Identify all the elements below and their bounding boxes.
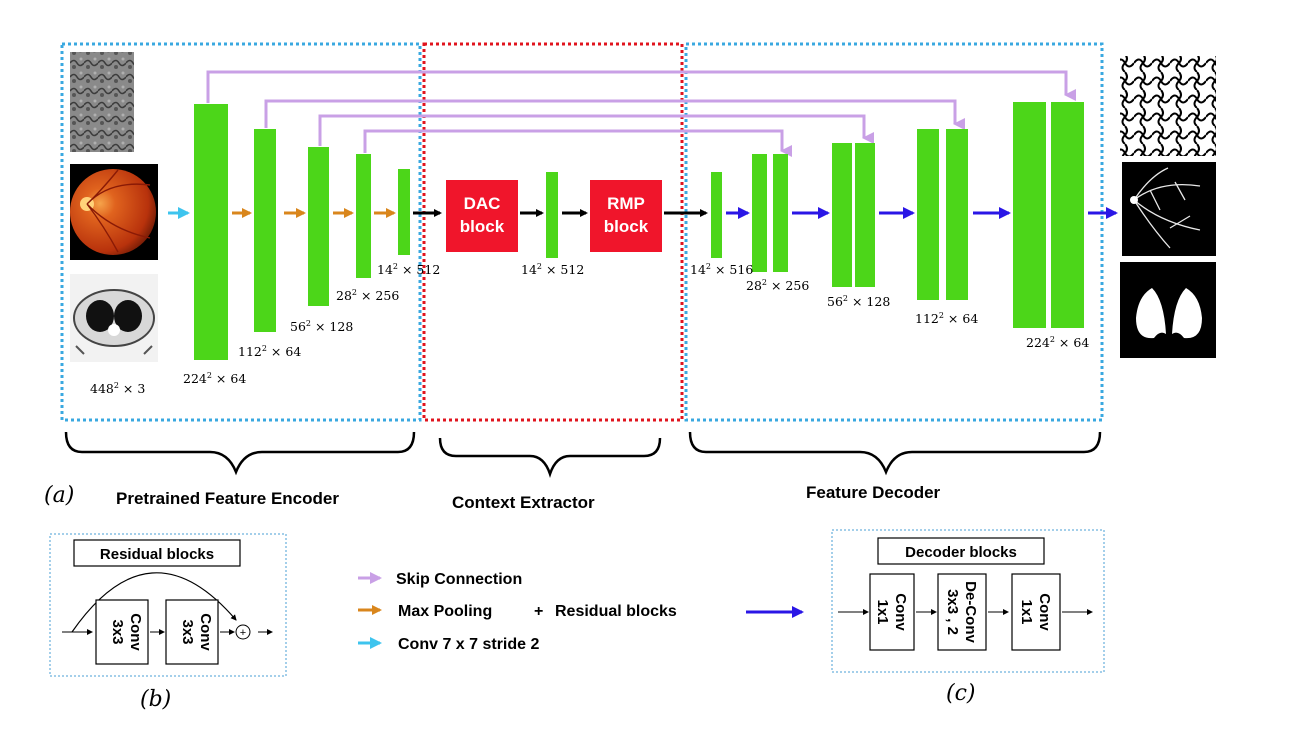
dim-label-input: 4482 × 3 [90,381,145,396]
skip-connections [206,70,1076,157]
encoder-section-border [60,42,422,422]
rmp-block-label-line2: block [604,217,649,236]
residual-title: Residual blocks [100,546,214,563]
skip-connection-4 [363,129,792,157]
dim-label-dec-28: 282 × 256 [746,278,809,293]
panel-label-a: (a) [44,483,74,508]
encoder-brace [64,431,416,476]
encoder-block-224 [194,104,228,360]
decoder-block-56a [832,143,852,287]
membrane-segmentation-output [1120,56,1216,156]
context-blocks: DAC block RMP block [446,172,662,258]
retinal-fundus-input [70,164,158,260]
skip-connection-1 [206,70,1076,103]
decoder-block-112b [946,129,968,300]
dim-label-enc-56: 562 × 128 [290,319,353,334]
decoder-conv-2 [1011,573,1061,651]
encoder-block-28 [356,154,371,278]
dim-label-dec-224: 2242 × 64 [1026,335,1089,350]
electron-microscopy-input [70,52,134,152]
decoder-block-28a [752,154,767,272]
skip-connection-3 [318,114,874,146]
lung-segmentation-output [1120,262,1216,358]
rmp-block [590,180,662,252]
decoder-block-112a [917,129,939,300]
vessel-segmentation-output [1122,162,1216,256]
output-images [1120,56,1216,358]
residual-sum-node [235,624,251,640]
decoder-block-224a [1013,102,1046,328]
dac-block [446,180,518,252]
input-images [70,52,158,362]
residual-legend-border [49,533,287,677]
dac-block-label-line2: block [460,217,505,236]
decoder-block-28b [773,154,788,272]
context-section-title: Context Extractor [452,493,595,512]
residual-conv-2-label: Conv3x3 [179,613,214,651]
legend-conv-label: Conv 7 x 7 stride 2 [398,636,539,653]
section-braces [64,431,1102,478]
decoder-deconv-label: De-Conv3x3 , 2 [944,581,979,643]
dim-label-dec-56: 562 × 128 [827,294,890,309]
decoder-section-title: Feature Decoder [806,483,941,502]
rmp-block-label-line1: RMP [607,194,645,213]
lung-ct-input [70,274,158,362]
dim-label-enc-224: 2242 × 64 [183,371,246,386]
encoder-block-14 [398,169,410,255]
residual-title-box [73,539,241,567]
decoder-block-224b [1051,102,1084,328]
encoder-section-title: Pretrained Feature Encoder [116,489,339,508]
panel-label-c: (c) [946,681,976,706]
dim-label-enc-14: 142 × 512 [377,262,440,277]
decoder-deconv [937,573,987,651]
dim-label-dec-14: 142 × 516 [690,262,753,277]
decoder-title-box [877,537,1045,565]
dac-block-label-line1: DAC [464,194,501,213]
encoder-block-112 [254,129,276,332]
context-brace [438,437,662,478]
legend-residual-label: Residual blocks [555,603,677,620]
dim-label-context: 142 × 512 [521,262,584,277]
decoder-conv-1-label: Conv1x1 [874,593,909,631]
dimension-labels: 4482 × 3 2242 × 64 1122 × 64 562 × 128 2… [90,262,1089,396]
skip-connection-2 [264,99,965,130]
encoder-blocks [194,104,410,360]
decoder-title: Decoder blocks [905,544,1017,561]
decoder-conv-1 [869,573,915,651]
decoder-conv-2-label: Conv1x1 [1018,593,1053,631]
residual-skip-arc [71,572,237,633]
residual-conv-2 [165,599,219,665]
decoder-block-56b [855,143,875,287]
context-section-border [422,42,684,422]
context-feature-block [546,172,558,258]
residual-block-legend: Residual blocks Conv3x3 Conv3x3 + [49,533,287,677]
arrow-legend: Skip Connection Max Pooling + Residual b… [358,571,804,653]
decoder-brace [688,431,1102,476]
legend-plus: + [534,603,543,620]
legend-skip-label: Skip Connection [396,571,522,588]
dim-label-dec-112: 1122 × 64 [915,311,978,326]
dim-label-enc-112: 1122 × 64 [238,344,301,359]
encoder-block-56 [308,147,329,306]
dim-label-enc-28: 282 × 256 [336,288,399,303]
legend-maxpool-label: Max Pooling [398,603,492,620]
decoder-legend-border [831,529,1105,673]
residual-conv-1-label: Conv3x3 [109,613,144,651]
residual-sum-symbol: + [240,627,246,639]
decoder-block-14 [711,172,722,258]
residual-conv-1 [95,599,149,665]
decoder-blocks [711,102,1084,328]
decoder-block-legend: Decoder blocks Conv1x1 De-Conv3x3 , 2 Co… [831,529,1105,673]
panel-label-b: (b) [140,687,171,712]
